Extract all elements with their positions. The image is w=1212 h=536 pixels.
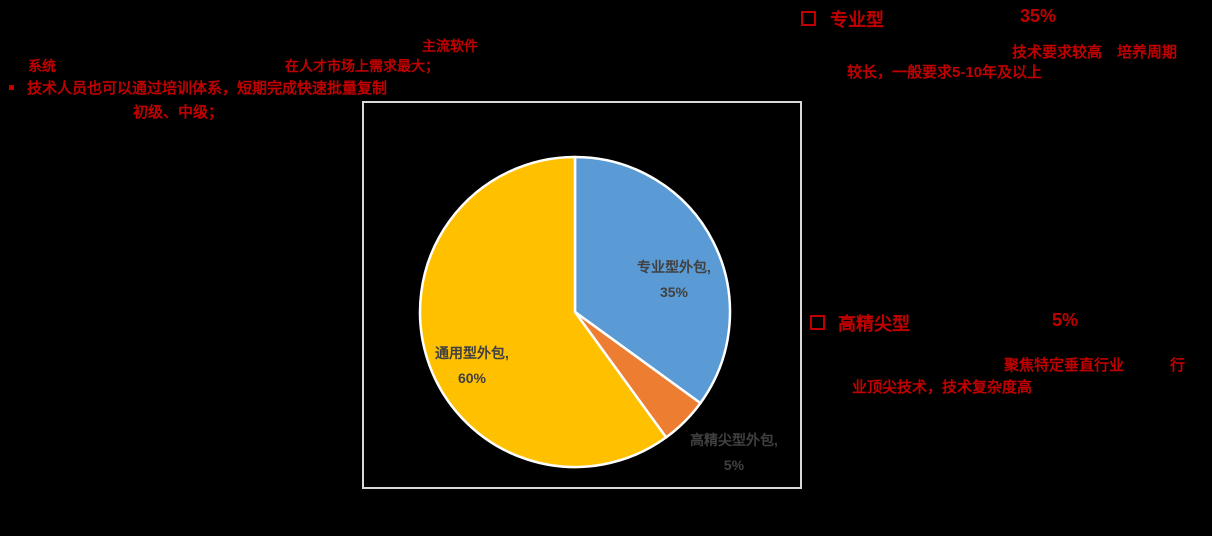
highend-type-desc-line2: 业顶尖技术，技术复杂度高 [852, 379, 1033, 396]
pie-slice-3 [418, 155, 668, 469]
pie-label-professional: 专业型外包, 35% [637, 255, 711, 305]
pie-label-professional-value: 35% [659, 284, 689, 300]
pie-label-general: 通用型外包, 60% [435, 341, 509, 391]
square-bullet-icon [9, 85, 14, 90]
pie-chart-area: 专业型外包, 35% 通用型外包, 60% 高精尖型外包, 5% [362, 101, 802, 489]
hollow-square-bullet-icon [801, 11, 816, 26]
pie-label-highend: 高精尖型外包, 5% [690, 428, 778, 478]
note-market-demand: 在人才市场上需求最大； [285, 58, 439, 74]
note-system: 系统 [28, 58, 56, 74]
professional-type-title: 专业型 [830, 10, 884, 30]
pie-chart-svg [418, 155, 732, 469]
pie-label-professional-name: 专业型外包, [637, 259, 711, 275]
pie-label-highend-value: 5% [723, 457, 745, 473]
note-mainstream-software: 主流软件 [422, 38, 478, 54]
professional-type-desc-line2: 较长，一般要求5-10年及以上 [847, 64, 1043, 81]
pie-label-general-name: 通用型外包, [435, 345, 509, 361]
highend-type-value: 5% [1052, 310, 1079, 330]
pie-label-general-value: 60% [457, 370, 487, 386]
note-junior-mid-level: 初级、中级； [133, 104, 224, 121]
professional-type-desc-line1: 技术要求较高 培养周期 [1012, 44, 1178, 61]
note-training-system: 技术人员也可以通过培训体系，短期完成快速批量复制 [27, 80, 388, 97]
pie-label-highend-name: 高精尖型外包, [690, 432, 778, 448]
professional-type-value: 35% [1020, 6, 1057, 26]
hollow-square-bullet-icon [810, 315, 825, 330]
highend-type-title: 高精尖型 [838, 314, 910, 334]
highend-type-desc-line1a: 聚焦特定垂直行业 [1004, 357, 1125, 374]
pie-slice-1 [573, 155, 732, 405]
highend-type-desc-line1b: 行 [1170, 357, 1186, 374]
